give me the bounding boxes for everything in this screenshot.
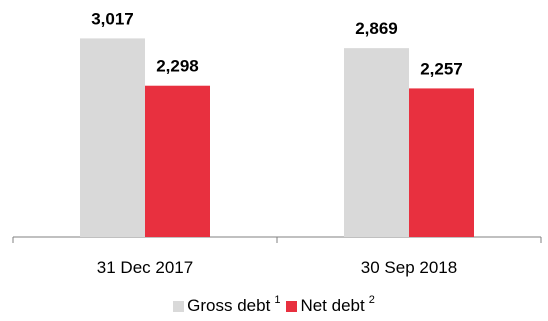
- bar-gross-debt: [80, 38, 145, 238]
- x-tick-label: 30 Sep 2018: [361, 258, 457, 277]
- data-label-gross-debt: 3,017: [91, 9, 134, 28]
- x-tick-label: 31 Dec 2017: [97, 258, 193, 277]
- legend-label-net-debt: Net debt: [300, 296, 365, 315]
- bar-net-debt: [409, 88, 474, 237]
- legend: Gross debt 1 Net debt 2: [0, 294, 548, 318]
- data-label-net-debt: 2,257: [420, 59, 463, 78]
- data-label-net-debt: 2,298: [156, 57, 199, 76]
- legend-item-gross-debt: Gross debt 1: [173, 294, 281, 316]
- legend-swatch-gross-debt: [173, 300, 185, 312]
- legend-item-net-debt: Net debt 2: [286, 294, 375, 316]
- data-label-gross-debt: 2,869: [355, 19, 398, 38]
- legend-footnote-net-debt: 2: [368, 294, 375, 306]
- legend-swatch-net-debt: [286, 300, 298, 312]
- legend-footnote-gross-debt: 1: [274, 294, 281, 306]
- bar-gross-debt: [344, 48, 409, 237]
- legend-label-gross-debt: Gross debt: [187, 296, 271, 315]
- bar-net-debt: [145, 85, 210, 237]
